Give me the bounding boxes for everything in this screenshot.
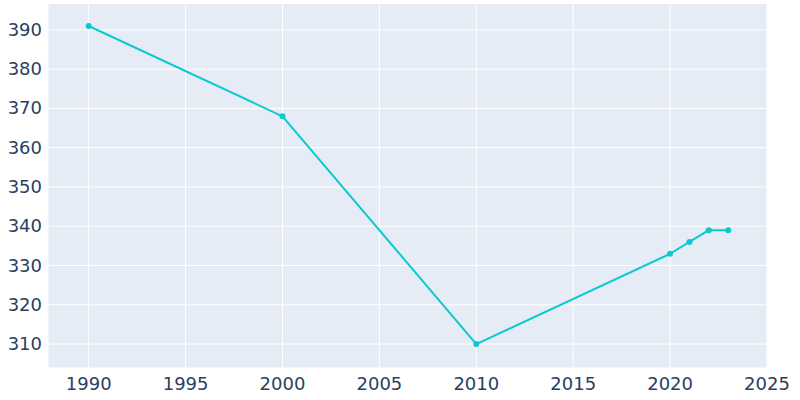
x-grid-line — [379, 4, 380, 368]
x-tick-label: 2005 — [356, 373, 402, 394]
y-grid-line — [48, 186, 767, 187]
x-grid-line — [476, 4, 477, 368]
x-tick-label: 1990 — [66, 373, 112, 394]
marker — [86, 23, 92, 29]
plot-background — [48, 4, 767, 368]
y-tick-label: 350 — [8, 176, 42, 197]
x-axis-line — [48, 368, 767, 369]
marker — [686, 239, 692, 245]
marker — [279, 113, 285, 119]
y-grid-line — [48, 304, 767, 305]
x-grid-line — [670, 4, 671, 368]
y-grid-line — [48, 108, 767, 109]
y-tick-label: 380 — [8, 58, 42, 79]
x-tick-label: 2025 — [744, 373, 790, 394]
y-grid-line — [48, 265, 767, 266]
x-tick-label: 1995 — [163, 373, 209, 394]
tick-labels: 1990 1995 2000 2005 2010 2015 2020 2025 310 320 33… — [8, 19, 790, 394]
y-tick-label: 390 — [8, 19, 42, 40]
marker — [706, 227, 712, 233]
chart: 1990 1995 2000 2005 2010 2015 2020 2025 310 320 33… — [0, 0, 800, 400]
chart-svg: 1990 1995 2000 2005 2010 2015 2020 2025 310 320 33… — [0, 0, 800, 400]
y-grid-line — [48, 69, 767, 70]
y-tick-label: 310 — [8, 333, 42, 354]
data-marks — [86, 23, 732, 347]
line — [89, 26, 729, 344]
y-tick-label: 320 — [8, 294, 42, 315]
marker — [725, 227, 731, 233]
x-tick-label: 2000 — [260, 373, 306, 394]
y-tick-label: 370 — [8, 97, 42, 118]
x-tick-label: 2015 — [550, 373, 596, 394]
marker — [473, 341, 479, 347]
y-grid-line — [48, 344, 767, 345]
x-grid-line — [767, 4, 768, 368]
x-grid-line — [573, 4, 574, 368]
x-grid-line — [282, 4, 283, 368]
marker — [667, 251, 673, 257]
x-grid-line — [88, 4, 89, 368]
y-tick-label: 340 — [8, 215, 42, 236]
x-grid-line — [185, 4, 186, 368]
y-grid-line — [48, 226, 767, 227]
y-axis-line — [48, 4, 49, 368]
y-tick-label: 360 — [8, 137, 42, 158]
y-tick-label: 330 — [8, 255, 42, 276]
y-grid-line — [48, 147, 767, 148]
x-tick-label: 2010 — [453, 373, 499, 394]
grid — [48, 4, 767, 368]
x-tick-label: 2020 — [647, 373, 693, 394]
y-grid-line — [48, 29, 767, 30]
